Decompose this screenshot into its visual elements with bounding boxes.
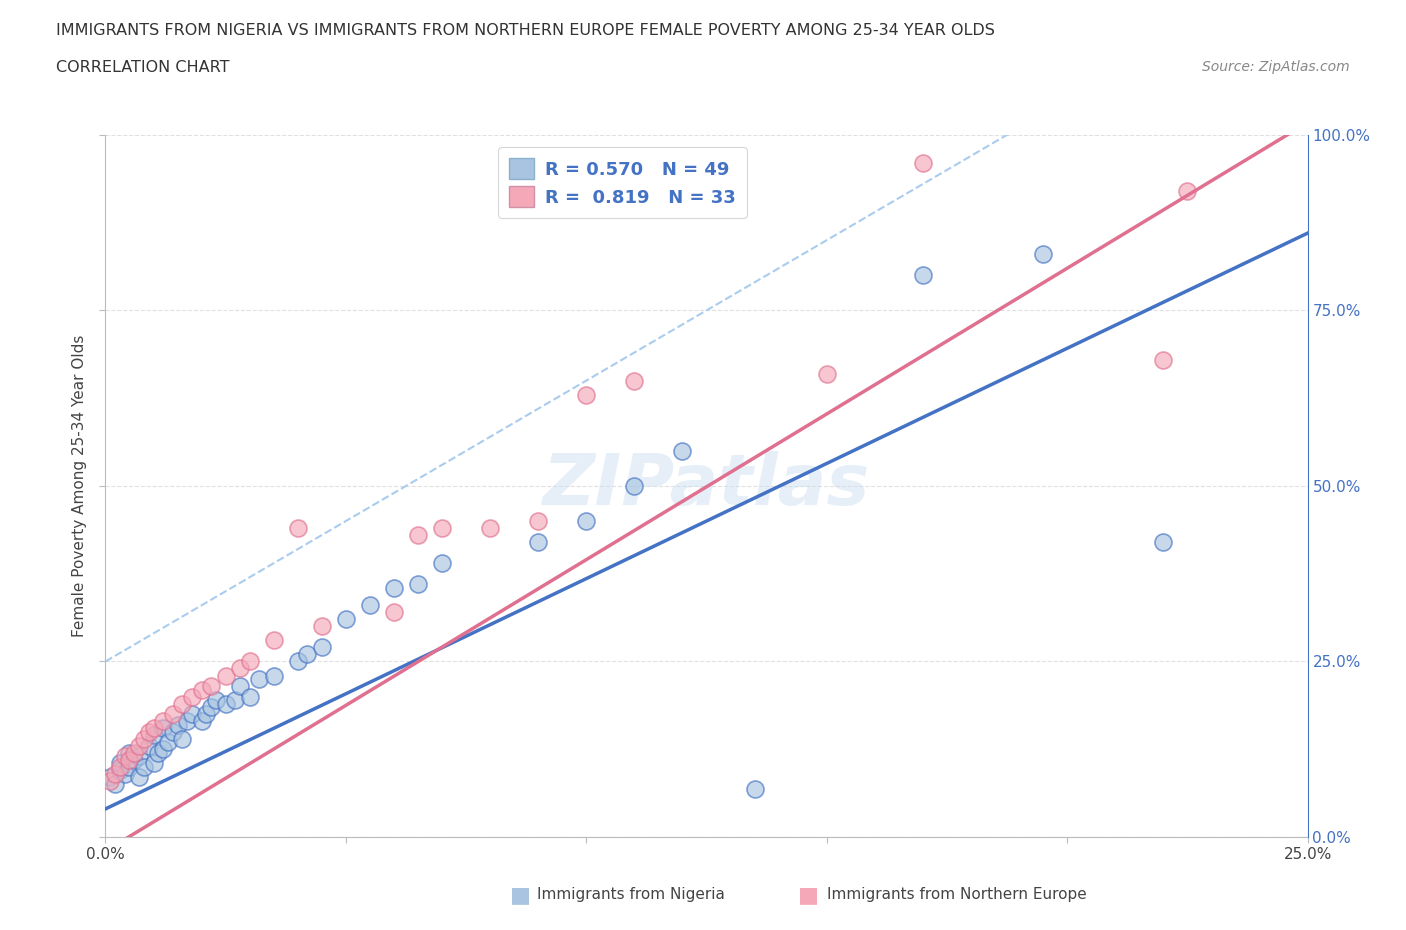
Point <box>172 731 194 746</box>
Point <box>1032 246 1054 261</box>
Point <box>382 580 405 595</box>
Point <box>152 713 174 728</box>
Point <box>430 556 453 571</box>
Point <box>744 782 766 797</box>
Point <box>114 749 136 764</box>
Point <box>108 759 131 774</box>
Text: CORRELATION CHART: CORRELATION CHART <box>56 60 229 75</box>
Point <box>128 738 150 753</box>
Point <box>911 155 934 170</box>
Text: ZIPatlas: ZIPatlas <box>543 451 870 521</box>
Point <box>623 373 645 388</box>
Text: Immigrants from Nigeria: Immigrants from Nigeria <box>537 887 725 902</box>
Point <box>527 513 550 528</box>
Point <box>1175 183 1198 198</box>
Point <box>214 668 236 683</box>
Legend: R = 0.570   N = 49, R =  0.819   N = 33: R = 0.570 N = 49, R = 0.819 N = 33 <box>498 147 747 218</box>
Point <box>311 640 333 655</box>
Text: IMMIGRANTS FROM NIGERIA VS IMMIGRANTS FROM NORTHERN EUROPE FEMALE POVERTY AMONG : IMMIGRANTS FROM NIGERIA VS IMMIGRANTS FR… <box>56 23 995 38</box>
Point <box>98 774 121 789</box>
Point <box>1152 535 1174 550</box>
Point <box>124 745 146 760</box>
Point <box>162 724 184 739</box>
Point <box>575 387 598 402</box>
Point <box>138 738 160 753</box>
Text: ■: ■ <box>510 884 530 905</box>
Point <box>162 707 184 722</box>
Text: Immigrants from Northern Europe: Immigrants from Northern Europe <box>827 887 1087 902</box>
Point <box>297 647 319 662</box>
Point <box>104 777 127 791</box>
Point <box>263 668 285 683</box>
Point <box>148 745 170 760</box>
Point <box>108 756 131 771</box>
Point <box>118 745 141 760</box>
Point <box>118 752 141 767</box>
Point <box>114 766 136 781</box>
Point <box>181 689 204 704</box>
Point <box>815 366 838 381</box>
Point <box>671 444 693 458</box>
Point <box>118 759 141 774</box>
Point <box>527 535 550 550</box>
Point <box>1152 352 1174 367</box>
Point <box>406 577 429 591</box>
Point <box>224 693 246 708</box>
Point <box>132 759 155 774</box>
Point <box>239 654 262 669</box>
Point <box>138 724 160 739</box>
Point <box>382 604 405 619</box>
Point <box>98 770 121 785</box>
Text: Source: ZipAtlas.com: Source: ZipAtlas.com <box>1202 60 1350 74</box>
Point <box>247 671 270 686</box>
Point <box>214 697 236 711</box>
Point <box>575 513 598 528</box>
Point <box>142 728 165 743</box>
Point <box>229 661 252 676</box>
Y-axis label: Female Poverty Among 25-34 Year Olds: Female Poverty Among 25-34 Year Olds <box>72 335 87 637</box>
Point <box>156 735 179 750</box>
Point <box>623 479 645 494</box>
Point <box>142 756 165 771</box>
Point <box>124 752 146 767</box>
Point <box>181 707 204 722</box>
Point <box>200 679 222 694</box>
Point <box>311 619 333 634</box>
Point <box>335 612 357 627</box>
Text: ■: ■ <box>799 884 818 905</box>
Point <box>359 598 381 613</box>
Point <box>190 713 212 728</box>
Point <box>152 721 174 736</box>
Point <box>200 699 222 714</box>
Point <box>172 697 194 711</box>
Point <box>911 268 934 283</box>
Point <box>430 521 453 536</box>
Point <box>205 693 228 708</box>
Point <box>128 749 150 764</box>
Point <box>287 521 309 536</box>
Point <box>108 763 131 777</box>
Point <box>263 633 285 648</box>
Point <box>104 766 127 781</box>
Point <box>287 654 309 669</box>
Point <box>166 717 188 732</box>
Point <box>479 521 502 536</box>
Point <box>239 689 262 704</box>
Point <box>229 679 252 694</box>
Point <box>152 742 174 757</box>
Point <box>176 713 198 728</box>
Point <box>195 707 218 722</box>
Point <box>142 721 165 736</box>
Point <box>132 731 155 746</box>
Point <box>406 527 429 542</box>
Point <box>190 682 212 697</box>
Point <box>128 770 150 785</box>
